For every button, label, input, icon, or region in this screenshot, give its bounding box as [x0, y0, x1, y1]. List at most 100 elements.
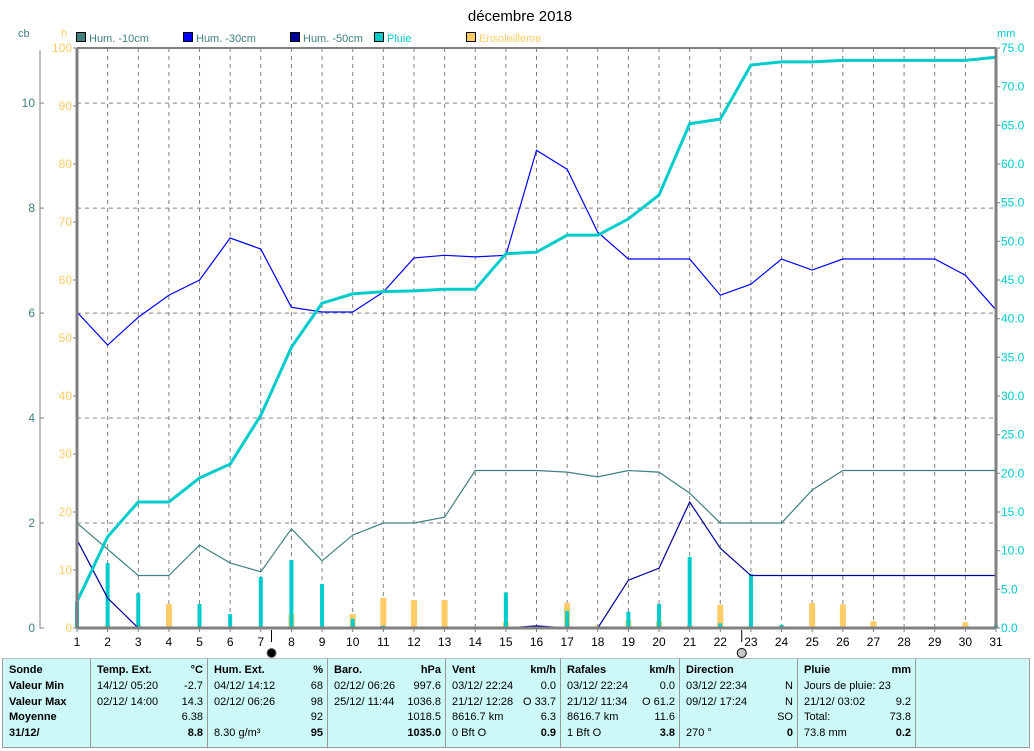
x-tick-label: 10	[346, 635, 360, 649]
x-tick-label: 1	[74, 635, 81, 649]
table-row: SO	[686, 710, 793, 726]
row-label: Moyenne	[9, 711, 57, 724]
cell-value: O 33.7	[522, 695, 556, 708]
cell-label: 73.8 mm	[804, 727, 847, 740]
column-title: Hum. Ext.	[214, 664, 265, 676]
cell-value: 1036.8	[407, 695, 441, 708]
cell-label: 1 Bft O	[567, 727, 602, 740]
cell-value: O 61.2	[641, 695, 675, 708]
table-row: 21/12/ 03:02 9.2	[804, 695, 911, 711]
mm-tick-label: 10.0	[1001, 544, 1025, 558]
cell-label: 21/12/ 11:34	[567, 695, 628, 708]
column-title: Temp. Ext.	[97, 664, 152, 676]
table-column-hum-ext: Hum. Ext.% 04/12/ 14:12 68 02/12/ 06:26 98 92…	[208, 659, 328, 747]
cell-value: 0.2	[895, 727, 911, 740]
cell-value: 95	[310, 727, 323, 740]
column-unit: hPa	[420, 664, 441, 676]
mm-tick-label: 40.0	[1001, 312, 1025, 326]
h-tick-label: 60	[59, 273, 73, 287]
column-unit: %	[313, 664, 323, 676]
column-title: Rafales	[567, 664, 607, 676]
x-tick-label: 19	[622, 635, 636, 649]
cb-tick-label: 4	[28, 411, 35, 425]
cell-value: N	[785, 695, 793, 708]
cb-axis-label: cb	[18, 28, 30, 40]
sunshine-bar	[962, 622, 969, 628]
cell-label: 04/12/ 14:12	[214, 679, 276, 692]
table-column-pluie: Pluie mm Jours de pluie: 23 21/12/ 03:02 9.2…	[798, 659, 916, 747]
cb-tick-label: 10	[22, 96, 36, 110]
cell-label: 02/12/ 14:00	[97, 695, 159, 708]
mm-tick-label: 65.0	[1001, 118, 1025, 132]
mm-tick-label: 35.0	[1001, 350, 1025, 364]
daily-rain-bar	[779, 624, 784, 628]
table-row: 04/12/ 14:12 68	[214, 679, 323, 695]
daily-rain-bar	[258, 576, 263, 628]
table-row: 73.8 mm 0.2	[804, 726, 911, 742]
x-tick-label: 9	[319, 635, 326, 649]
table-row: 03/12/ 22:24 0.0	[567, 679, 675, 695]
mm-tick-label: 45.0	[1001, 273, 1025, 287]
row-label: Valeur Min	[9, 679, 65, 692]
x-tick-label: 21	[683, 635, 697, 649]
x-tick-label: 24	[775, 635, 789, 649]
h-tick-label: 40	[59, 389, 73, 403]
sunshine-bar	[717, 604, 724, 628]
daily-rain-bar	[503, 592, 508, 628]
x-tick-label: 14	[469, 635, 483, 649]
x-tick-label: 30	[959, 635, 973, 649]
legend-swatch	[76, 32, 86, 42]
column-header: Hum. Ext.%	[214, 663, 323, 679]
daily-rain-bar	[320, 583, 325, 628]
table-row: 8.8	[97, 726, 203, 742]
daily-rain-bar	[687, 556, 692, 628]
daily-rain-bar	[136, 593, 141, 628]
x-tick-label: 20	[652, 635, 666, 649]
new-moon-icon	[266, 648, 277, 658]
cell-value: 73.8	[889, 711, 911, 724]
daily-rain-bar	[228, 614, 233, 628]
x-tick-label: 16	[530, 635, 544, 649]
table-row: 09/12/ 17:24 N	[686, 695, 793, 711]
legend-label: Hum. -30cm	[196, 33, 256, 45]
x-tick-label: 31	[989, 635, 1003, 649]
sunshine-bar	[870, 621, 877, 628]
cell-value: 11.6	[654, 711, 675, 724]
legend-label: Hum. -10cm	[89, 33, 149, 45]
series-line-hum-30cm	[76, 149, 997, 346]
h-tick-label: 50	[59, 331, 73, 345]
column-unit: °C	[190, 664, 203, 676]
table-row: 21/12/ 11:34 O 61.2	[567, 695, 675, 711]
column-unit: km/h	[649, 664, 675, 676]
cell-label: 21/12/ 03:02	[804, 695, 866, 708]
legend-swatch	[290, 32, 300, 42]
column-title: Pluie	[804, 664, 831, 676]
row-label: Sonde	[9, 664, 43, 676]
h-tick-label: 10	[59, 563, 73, 577]
mm-tick-label: 60.0	[1001, 157, 1025, 171]
table-column-baro: Baro. hPa 02/12/ 06:26 997.6 25/12/ 11:44 103…	[328, 659, 446, 747]
summary-table: Sonde Valeur Min Valeur Max Moyenne 31/1…	[2, 658, 1030, 748]
table-row: 6.38	[97, 710, 203, 726]
table-row: Total: 73.8	[804, 710, 911, 726]
mm-tick-label: 75.0	[1001, 41, 1025, 55]
sunshine-bar	[809, 603, 816, 628]
chart: décembre 2018 Hum. -10cm Hum. -30cm Hum. -5…	[18, 8, 1025, 658]
table-row: 1 Bft O 3.8	[567, 726, 675, 742]
row-label: Valeur Max	[9, 695, 67, 708]
table-row: 02/12/ 06:26 98	[214, 695, 323, 711]
daily-rain-bar	[626, 611, 631, 628]
x-tick-label: 26	[836, 635, 850, 649]
daily-rain-bar	[718, 623, 723, 628]
h-tick-label: 90	[59, 99, 73, 113]
cell-value: 1018.5	[407, 711, 441, 724]
cell-value: 98	[310, 695, 323, 708]
legend-label: Pluie	[387, 33, 411, 45]
cell-value: 92	[310, 711, 323, 724]
x-tick-label: 13	[438, 635, 452, 649]
cell-label: 270 °	[686, 727, 712, 740]
x-tick-label: 4	[166, 635, 173, 649]
table-column-vent: Vent km/h 03/12/ 22:24 0.0 21/12/ 12:28 O 33.…	[446, 659, 561, 747]
cb-tick-label: 0	[28, 621, 35, 635]
cell-value: N	[785, 679, 793, 692]
